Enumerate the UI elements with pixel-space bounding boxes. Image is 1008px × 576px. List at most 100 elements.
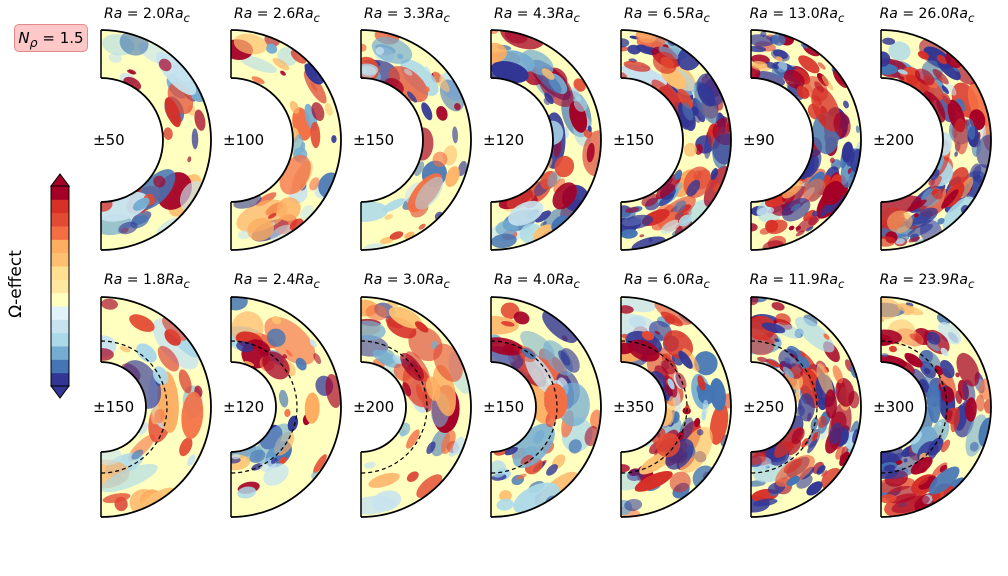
outer-boundary <box>490 29 602 251</box>
field-structure <box>940 347 949 357</box>
field-structure <box>639 234 645 238</box>
field-structure <box>778 348 799 369</box>
field-structure <box>279 456 287 465</box>
field-structure <box>712 133 731 165</box>
inner-boundary <box>230 77 294 203</box>
field-structure <box>889 345 897 353</box>
panel-title: Ra = 1.8Rac <box>104 272 190 291</box>
outer-boundary <box>230 29 342 251</box>
field-structure <box>491 61 529 83</box>
colorbar-segment <box>51 279 69 294</box>
panel <box>620 296 732 518</box>
field-structure <box>937 217 945 225</box>
field-structure <box>436 106 448 121</box>
tachocline-dashed-boundary <box>490 340 558 474</box>
field-structure <box>491 42 507 63</box>
field-structure <box>881 494 897 504</box>
panel <box>230 29 342 251</box>
field-structure <box>179 437 193 457</box>
field-structure <box>667 41 675 47</box>
field-structure <box>533 429 545 444</box>
field-structure <box>181 391 204 440</box>
field-structure <box>158 58 172 72</box>
colorbar-segment <box>51 212 69 227</box>
panel <box>100 296 212 518</box>
field-structure <box>388 306 423 329</box>
field-structure <box>163 127 173 140</box>
outer-boundary <box>750 29 862 251</box>
panel-range-label: ±120 <box>483 131 525 149</box>
field-structure <box>416 474 443 498</box>
field-structure <box>798 393 815 422</box>
field-structure <box>102 493 131 504</box>
field-structure <box>262 351 290 380</box>
field-structure <box>766 359 780 368</box>
field-structure <box>552 182 577 210</box>
panel-title: Ra = 6.0Rac <box>624 272 710 291</box>
field-structure <box>544 383 568 420</box>
colorbar-segment <box>51 319 69 334</box>
field-structure <box>331 135 337 144</box>
field-structure <box>276 197 301 221</box>
field-structure <box>388 66 429 103</box>
panel-range-label: ±200 <box>353 398 395 416</box>
field-structure <box>267 212 277 219</box>
field-structure <box>771 301 785 311</box>
colorbar <box>50 173 70 399</box>
field-structure <box>822 180 844 206</box>
inner-boundary <box>490 361 537 453</box>
inner-boundary <box>100 361 147 453</box>
field-structure <box>710 168 719 180</box>
field-structure <box>231 453 241 460</box>
panel-title: Ra = 23.9Rac <box>879 272 975 291</box>
field-structure <box>414 321 429 333</box>
field-structure <box>931 188 938 196</box>
colorbar-segment <box>51 226 69 240</box>
field-structure <box>101 463 158 493</box>
field-structure <box>237 486 257 499</box>
inner-boundary <box>750 77 814 203</box>
panel <box>880 296 992 518</box>
field-structure <box>621 46 629 52</box>
inner-boundary <box>620 361 667 453</box>
field-structure <box>129 314 155 332</box>
field-structure <box>816 465 826 475</box>
field-structure <box>808 216 818 226</box>
field-structure <box>882 37 896 45</box>
field-structure <box>824 389 837 419</box>
field-structure <box>406 471 419 483</box>
colorbar-segment <box>51 266 69 280</box>
field-structure <box>624 498 643 512</box>
panel-range-label: ±50 <box>93 131 125 149</box>
outer-boundary <box>880 296 992 518</box>
field-structure <box>501 321 515 327</box>
field-structure <box>775 455 815 487</box>
colorbar-extend-top <box>50 173 70 187</box>
field-structure <box>843 100 849 109</box>
tachocline-dashed-boundary <box>360 340 428 474</box>
field-structure <box>244 360 255 367</box>
field-structure <box>546 464 558 476</box>
field-structure <box>400 352 424 381</box>
field-structure <box>821 470 828 477</box>
colorbar-segment <box>51 359 69 374</box>
field-structure <box>582 130 601 177</box>
field-structure <box>966 118 976 140</box>
field-structure <box>383 364 397 377</box>
colorbar-segment <box>51 346 69 360</box>
field-structure <box>839 453 847 461</box>
outer-boundary <box>750 296 862 518</box>
field-structure <box>284 409 291 417</box>
field-structure <box>137 487 175 512</box>
field-structure <box>499 490 512 502</box>
field-structure <box>313 353 322 365</box>
field-structure <box>820 424 829 441</box>
field-structure <box>361 43 367 52</box>
field-structure <box>677 88 693 109</box>
outer-boundary <box>100 29 212 251</box>
field-structure <box>817 415 827 429</box>
colorbar-segment <box>51 252 69 267</box>
field-structure <box>881 297 901 320</box>
field-structure <box>904 352 923 368</box>
